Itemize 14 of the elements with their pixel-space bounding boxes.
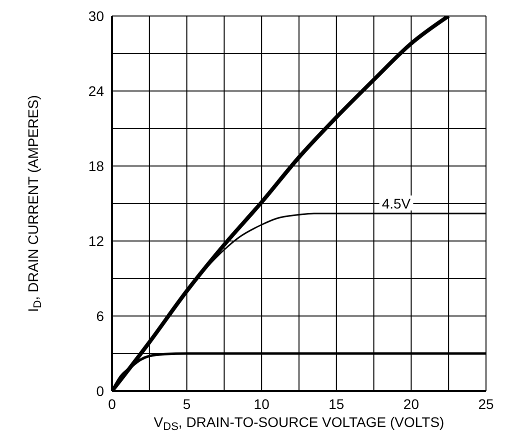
- x-tick-label: 25: [478, 396, 494, 412]
- x-tick-label: 15: [328, 396, 344, 412]
- x-tick-label: 20: [403, 396, 420, 412]
- y-tick-label: 12: [88, 232, 104, 249]
- x-tick-label: 10: [254, 396, 270, 412]
- annotation: 4.5V: [382, 196, 412, 212]
- x-tick-label: 5: [182, 396, 191, 412]
- y-tick-label: 24: [88, 82, 104, 99]
- y-tick-label: 6: [96, 308, 104, 324]
- x-axis-title: V$_{DS}$, DRAIN-TO-SOURCE VOLTAGE (VOLTS): [154, 414, 444, 434]
- x-tick-label: 0: [108, 396, 116, 412]
- y-tick-label: 0: [96, 382, 104, 399]
- y-tick-label: 18: [88, 158, 104, 174]
- y-tick-label: 30: [88, 8, 104, 24]
